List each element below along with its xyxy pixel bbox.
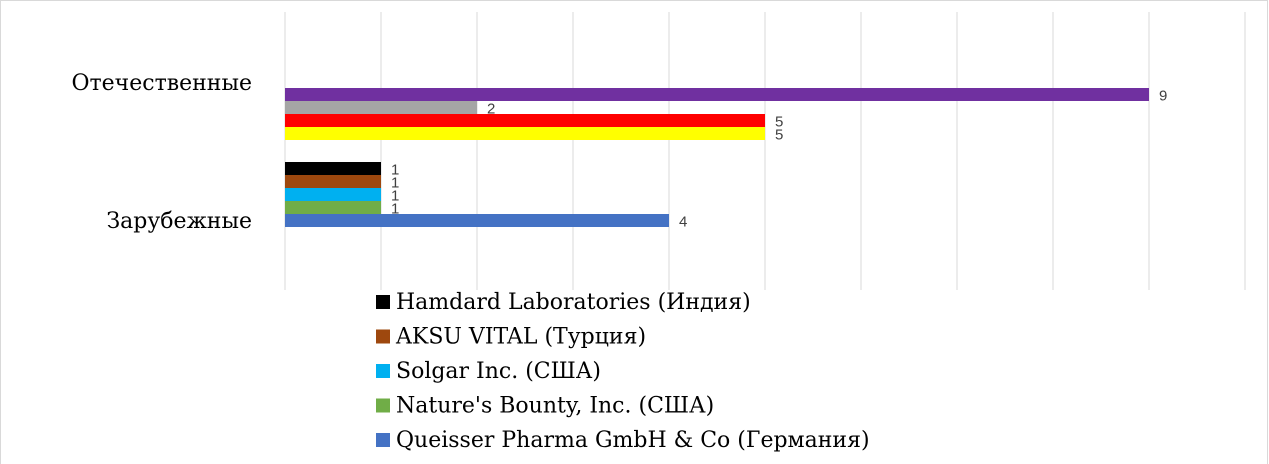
bar — [285, 88, 1149, 101]
legend-label: AKSU VITAL (Турция) — [395, 325, 646, 350]
data-label: 1 — [391, 174, 399, 191]
data-label: 4 — [679, 213, 687, 230]
data-label: 5 — [775, 126, 783, 143]
legend-label: Queisser Pharma GmbH & Co (Германия) — [396, 428, 870, 453]
bar — [285, 188, 381, 201]
bar — [285, 175, 381, 188]
data-label: 1 — [391, 200, 399, 217]
data-label: 1 — [391, 187, 399, 204]
legend-swatch — [376, 295, 390, 309]
bar — [285, 162, 381, 175]
legend-label: Solgar Inc. (США) — [396, 359, 601, 384]
data-label: 2 — [487, 100, 495, 117]
data-label: 5 — [775, 113, 783, 130]
bar — [285, 214, 669, 227]
bar — [285, 127, 765, 140]
legend-swatch — [376, 329, 390, 344]
y-tick-label: Отечественные — [71, 71, 252, 96]
legend-swatch — [376, 364, 390, 378]
legend-label: Nature's Bounty, Inc. (США) — [396, 394, 714, 419]
bar — [285, 201, 381, 214]
legend-swatch — [376, 433, 390, 447]
legend-label: Hamdard Laboratories (Индия) — [396, 290, 751, 315]
y-tick-label: Зарубежные — [106, 209, 252, 234]
bar — [285, 101, 477, 114]
legend-swatch — [376, 398, 390, 413]
bar — [285, 114, 765, 127]
data-label: 9 — [1159, 87, 1167, 104]
data-label: 1 — [391, 161, 399, 178]
